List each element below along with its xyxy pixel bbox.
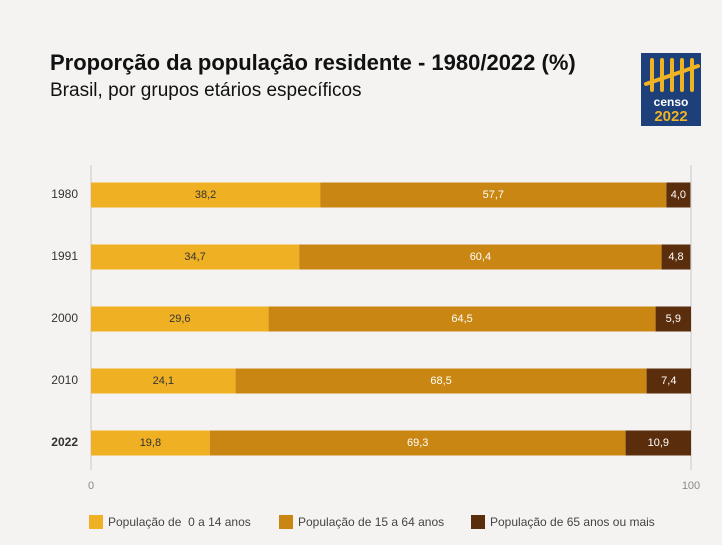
y-tick-label: 2010 <box>51 373 78 387</box>
value-label: 34,7 <box>184 251 205 263</box>
bar-segment <box>209 430 626 456</box>
value-label: 24,1 <box>153 375 174 387</box>
y-tick-label: 1980 <box>51 187 78 201</box>
bar-segment <box>91 182 321 208</box>
value-label: 29,6 <box>169 313 190 325</box>
x-tick-label: 100 <box>682 480 700 492</box>
bar-segment <box>661 244 691 270</box>
value-label: 7,4 <box>661 375 676 387</box>
value-label: 68,5 <box>430 375 451 387</box>
value-label: 64,5 <box>451 313 472 325</box>
legend-label: População de 0 a 14 anos <box>108 515 251 529</box>
legend-label: População de 65 anos ou mais <box>490 515 655 529</box>
bar-segment <box>655 306 691 332</box>
bar-segment <box>268 306 656 332</box>
y-tick-label: 2022 <box>51 435 78 449</box>
bar-segment <box>91 244 300 270</box>
legend-label: População de 15 a 64 anos <box>298 515 444 529</box>
legend-swatch <box>89 515 103 529</box>
logo: censo 2022 <box>641 53 701 126</box>
value-label: 60,4 <box>470 251 491 263</box>
value-label: 19,8 <box>140 437 161 449</box>
bar-segment <box>625 430 691 456</box>
y-tick-label: 2000 <box>51 311 78 325</box>
value-label: 38,2 <box>195 189 216 201</box>
y-tick-label: 1991 <box>51 249 78 263</box>
logo-word: censo <box>654 95 689 109</box>
legend-swatch <box>471 515 485 529</box>
value-label: 4,0 <box>671 189 686 201</box>
logo-marks <box>644 58 700 92</box>
bar-segment <box>235 368 647 394</box>
bar-segment <box>320 182 667 208</box>
bar-segment <box>91 306 269 332</box>
bar-segment <box>646 368 691 394</box>
logo-year: 2022 <box>654 108 687 125</box>
value-label: 4,8 <box>668 251 683 263</box>
value-label: 10,9 <box>648 437 669 449</box>
x-tick-label: 0 <box>88 480 94 492</box>
chart-title: Proporção da população residente - 1980/… <box>50 50 576 75</box>
legend-swatch <box>279 515 293 529</box>
value-label: 5,9 <box>666 313 681 325</box>
value-label: 57,7 <box>483 189 504 201</box>
chart-subtitle: Brasil, por grupos etários específicos <box>50 80 362 101</box>
bar-segment <box>299 244 662 270</box>
bar-segment <box>91 430 210 456</box>
bar-segment <box>91 368 236 394</box>
value-label: 69,3 <box>407 437 428 449</box>
bar-segment <box>666 182 691 208</box>
